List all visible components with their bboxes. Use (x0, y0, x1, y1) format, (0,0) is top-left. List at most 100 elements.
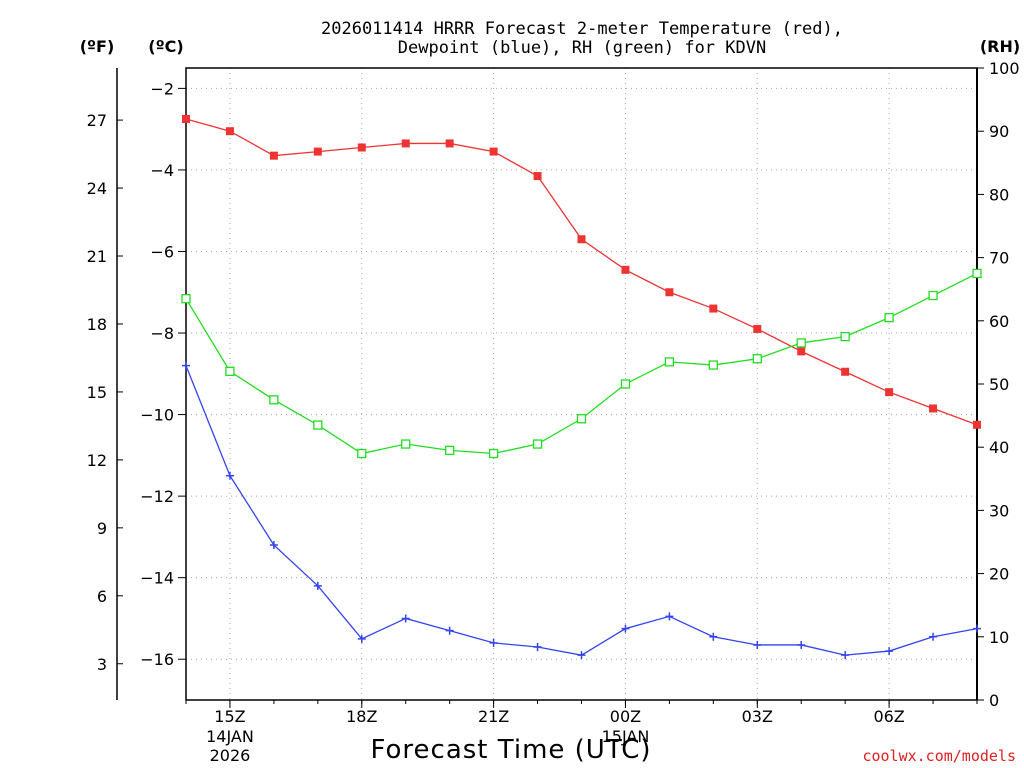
dewpoint-point (577, 651, 586, 660)
celsius-tick-label: −2 (150, 79, 174, 98)
rh-point (269, 395, 279, 405)
dewpoint-point (709, 632, 718, 641)
fahrenheit-tick-label: 27 (87, 111, 107, 130)
plot-frame (185, 67, 978, 701)
temperature-point (973, 420, 981, 429)
temperature-point (841, 367, 850, 376)
dewpoint-point (357, 634, 366, 643)
rh-point (840, 331, 850, 342)
celsius-tick-label: −16 (140, 650, 174, 669)
dewpoint-point (885, 647, 894, 656)
temperature-point (401, 139, 410, 148)
dewpoint-point (489, 638, 498, 647)
grid-lines (186, 68, 977, 700)
dewpoint-point (841, 651, 850, 660)
temperature-point (929, 404, 938, 413)
rh-tick-label: 20 (989, 565, 1009, 584)
celsius-tick-label: −6 (150, 242, 174, 261)
fahrenheit-tick-label: 21 (87, 247, 107, 266)
fahrenheit-tick-label: 15 (87, 383, 107, 402)
dewpoint-point (929, 632, 938, 641)
x-date-label: 15JAN (602, 727, 650, 746)
rh-tick-label: 10 (989, 628, 1009, 647)
rh-point (884, 312, 894, 323)
temperature-point (709, 304, 718, 313)
dewpoint-point (445, 626, 454, 635)
temperature-point (621, 265, 630, 274)
rh-tick-label: 60 (989, 312, 1009, 331)
celsius-tick-label: −10 (140, 406, 174, 425)
fahrenheit-tick-label: 6 (97, 587, 107, 606)
temperature-point (313, 147, 322, 156)
rh-point (972, 268, 982, 279)
series-layer (181, 114, 982, 660)
dewpoint-point (973, 624, 981, 633)
dewpoint-point (665, 612, 674, 621)
dewpoint-point (533, 642, 542, 651)
rh-point (928, 290, 938, 301)
fahrenheit-tick-label: 12 (87, 451, 107, 470)
dewpoint-point (401, 614, 410, 623)
x-tick-label: 03Z (742, 707, 773, 726)
dewpoint-point (753, 640, 762, 649)
x-date-label: 14JAN (206, 727, 254, 746)
chart-title-line1: 2026011414 HRRR Forecast 2-meter Tempera… (321, 19, 843, 39)
rh-tick-label: 40 (989, 438, 1009, 457)
temperature-point (665, 288, 674, 297)
rh-point (620, 379, 631, 389)
rh-point (357, 448, 367, 459)
dewpoint-point (269, 541, 278, 550)
temperature-point (885, 388, 894, 397)
rh-line (185, 272, 978, 455)
temperature-line (185, 118, 978, 426)
celsius-tick-label: −14 (140, 569, 174, 588)
dewpoint-point (621, 624, 630, 633)
x-axis-label: Forecast Time (UTC) (370, 735, 651, 765)
celsius-tick-label: −4 (150, 161, 174, 180)
rh-point (664, 357, 675, 367)
rh-point (796, 338, 806, 348)
temperature-point (753, 324, 762, 333)
rh-tick-label: 0 (989, 691, 999, 710)
rh-tick-label: 100 (989, 59, 1020, 78)
dewpoint-point (797, 640, 806, 649)
rh-point (752, 354, 762, 364)
temperature-point (489, 147, 498, 156)
fahrenheit-tick-label: 18 (87, 315, 107, 334)
rh-tick-label: 50 (989, 375, 1009, 394)
rh-unit-label: (RH) (980, 37, 1020, 56)
x-tick-label: 06Z (873, 707, 904, 726)
x-tick-label: 00Z (610, 707, 641, 726)
fahrenheit-tick-label: 9 (97, 519, 107, 538)
rh-point (576, 414, 587, 424)
dewpoint-point (225, 471, 234, 480)
temperature-point (182, 114, 190, 123)
credit-text: coolwx.com/models (862, 747, 1016, 765)
rh-point (401, 439, 411, 449)
temperature-point (445, 139, 454, 148)
dewpoint-line (185, 365, 978, 656)
temperature-point (269, 151, 278, 160)
chart-title-line2: Dewpoint (blue), RH (green) for KDVN (398, 38, 766, 58)
rh-point (445, 445, 455, 456)
rh-tick-label: 80 (989, 185, 1009, 204)
temperature-point (577, 235, 586, 244)
x-tick-label: 15Z (214, 707, 245, 726)
fahrenheit-tick-label: 3 (97, 655, 107, 674)
rh-point (532, 439, 543, 449)
dewpoint-point (313, 581, 322, 590)
x-tick-label: 18Z (346, 707, 377, 726)
x-tick-label: 21Z (478, 707, 509, 726)
rh-tick-label: 90 (989, 122, 1009, 141)
rh-tick-label: 30 (989, 501, 1009, 520)
temperature-point (533, 172, 542, 181)
x-year-label: 2026 (210, 746, 251, 765)
fahrenheit-unit-label: (ºF) (80, 37, 115, 56)
axes: −2−4−6−8−10−12−14−1627242118151296301020… (87, 59, 1020, 765)
rh-point (313, 420, 323, 430)
dewpoint-point (182, 361, 190, 370)
celsius-tick-label: −8 (150, 324, 174, 343)
rh-point (181, 294, 191, 304)
fahrenheit-tick-label: 24 (87, 179, 107, 198)
temperature-point (225, 127, 234, 136)
